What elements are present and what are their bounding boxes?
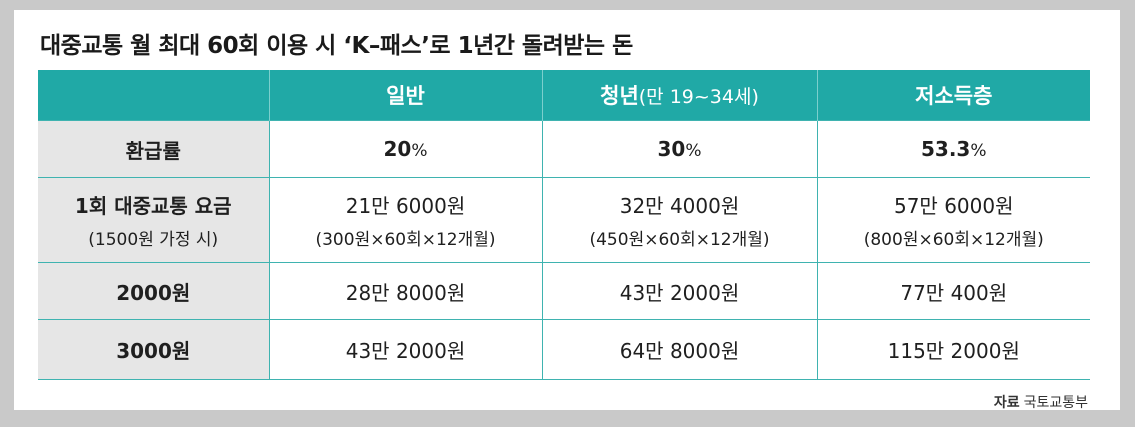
infographic-card: 대중교통 월 최대 60회 이용 시 ‘K–패스’로 1년간 돌려받는 돈 일반…: [14, 10, 1120, 412]
row-label-fare-1500: 1회 대중교통 요금 (1500원 가정 시): [38, 177, 269, 263]
row-label-fare-3000: 3000원: [38, 319, 269, 380]
cell-2000-youth: 43만 2000원: [541, 262, 817, 320]
cell-rate-youth: 30%: [541, 120, 817, 178]
cell-2000-low-income: 77만 400원: [816, 262, 1090, 320]
table-header-row: 일반 청년(만 19~34세) 저소득층: [38, 70, 1090, 121]
refund-table: 일반 청년(만 19~34세) 저소득층 환급률 20% 30% 53.3% 1…: [38, 70, 1090, 380]
source-label: 자료: [993, 395, 1020, 411]
cell-2000-general: 28만 8000원: [268, 262, 542, 320]
cell-3000-general: 43만 2000원: [268, 319, 542, 380]
cell-1500-low-income: 57만 6000원 (800원×60회×12개월): [816, 177, 1090, 263]
header-general: 일반: [268, 70, 542, 121]
cell-3000-youth: 64만 8000원: [541, 319, 817, 380]
table-row: 1회 대중교통 요금 (1500원 가정 시) 21만 6000원 (300원×…: [38, 177, 1090, 263]
cell-rate-low-income: 53.3%: [816, 120, 1090, 178]
cell-1500-youth: 32만 4000원 (450원×60회×12개월): [541, 177, 817, 263]
row-label-refund-rate: 환급률: [38, 120, 269, 178]
table-row: 3000원 43만 2000원 64만 8000원 115만 2000원: [38, 319, 1090, 380]
header-youth: 청년(만 19~34세): [541, 70, 817, 121]
table-row: 환급률 20% 30% 53.3%: [38, 120, 1090, 178]
page-title: 대중교통 월 최대 60회 이용 시 ‘K–패스’로 1년간 돌려받는 돈: [40, 33, 633, 59]
source-value: 국토교통부: [1023, 395, 1088, 411]
cell-3000-low-income: 115만 2000원: [816, 319, 1090, 380]
row-label-fare-2000: 2000원: [38, 262, 269, 320]
table-row: 2000원 28만 8000원 43만 2000원 77만 400원: [38, 262, 1090, 320]
source-note: 자료 국토교통부: [994, 392, 1088, 412]
cell-rate-general: 20%: [268, 120, 542, 178]
header-low-income: 저소득층: [816, 70, 1090, 121]
header-corner: [38, 70, 269, 121]
cell-1500-general: 21만 6000원 (300원×60회×12개월): [268, 177, 542, 263]
